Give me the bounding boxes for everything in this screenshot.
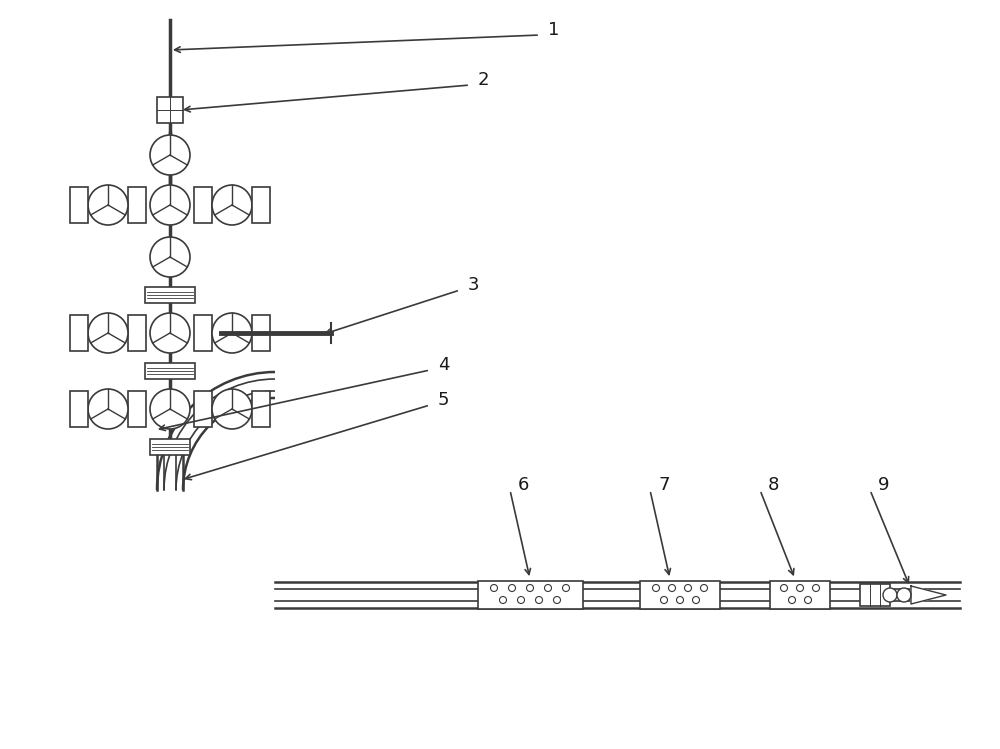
Circle shape [150, 389, 190, 429]
FancyBboxPatch shape [150, 439, 190, 455]
FancyBboxPatch shape [128, 391, 146, 427]
FancyBboxPatch shape [145, 363, 195, 379]
FancyBboxPatch shape [640, 581, 720, 609]
Text: 9: 9 [878, 476, 890, 494]
FancyBboxPatch shape [770, 581, 830, 609]
FancyBboxPatch shape [70, 187, 88, 223]
FancyBboxPatch shape [194, 315, 212, 351]
Circle shape [212, 389, 252, 429]
Circle shape [150, 135, 190, 175]
Circle shape [897, 588, 911, 602]
FancyBboxPatch shape [194, 187, 212, 223]
FancyBboxPatch shape [252, 187, 270, 223]
Circle shape [212, 185, 252, 225]
FancyBboxPatch shape [252, 391, 270, 427]
Circle shape [88, 185, 128, 225]
Text: 6: 6 [518, 476, 529, 494]
Circle shape [88, 313, 128, 353]
FancyBboxPatch shape [478, 581, 582, 609]
FancyBboxPatch shape [128, 187, 146, 223]
FancyBboxPatch shape [860, 584, 890, 606]
Circle shape [150, 237, 190, 277]
FancyBboxPatch shape [128, 315, 146, 351]
FancyBboxPatch shape [145, 287, 195, 303]
Text: 2: 2 [478, 71, 490, 89]
FancyBboxPatch shape [70, 391, 88, 427]
Polygon shape [911, 586, 946, 604]
FancyBboxPatch shape [70, 315, 88, 351]
Text: 5: 5 [438, 391, 450, 409]
FancyBboxPatch shape [157, 97, 183, 123]
Circle shape [150, 313, 190, 353]
Text: 8: 8 [768, 476, 779, 494]
Text: 7: 7 [658, 476, 670, 494]
Text: 3: 3 [468, 276, 480, 294]
FancyBboxPatch shape [252, 315, 270, 351]
Text: 4: 4 [438, 356, 450, 374]
Circle shape [883, 588, 897, 602]
Text: 1: 1 [548, 21, 559, 39]
Circle shape [88, 389, 128, 429]
Circle shape [150, 185, 190, 225]
Circle shape [212, 313, 252, 353]
FancyBboxPatch shape [194, 391, 212, 427]
